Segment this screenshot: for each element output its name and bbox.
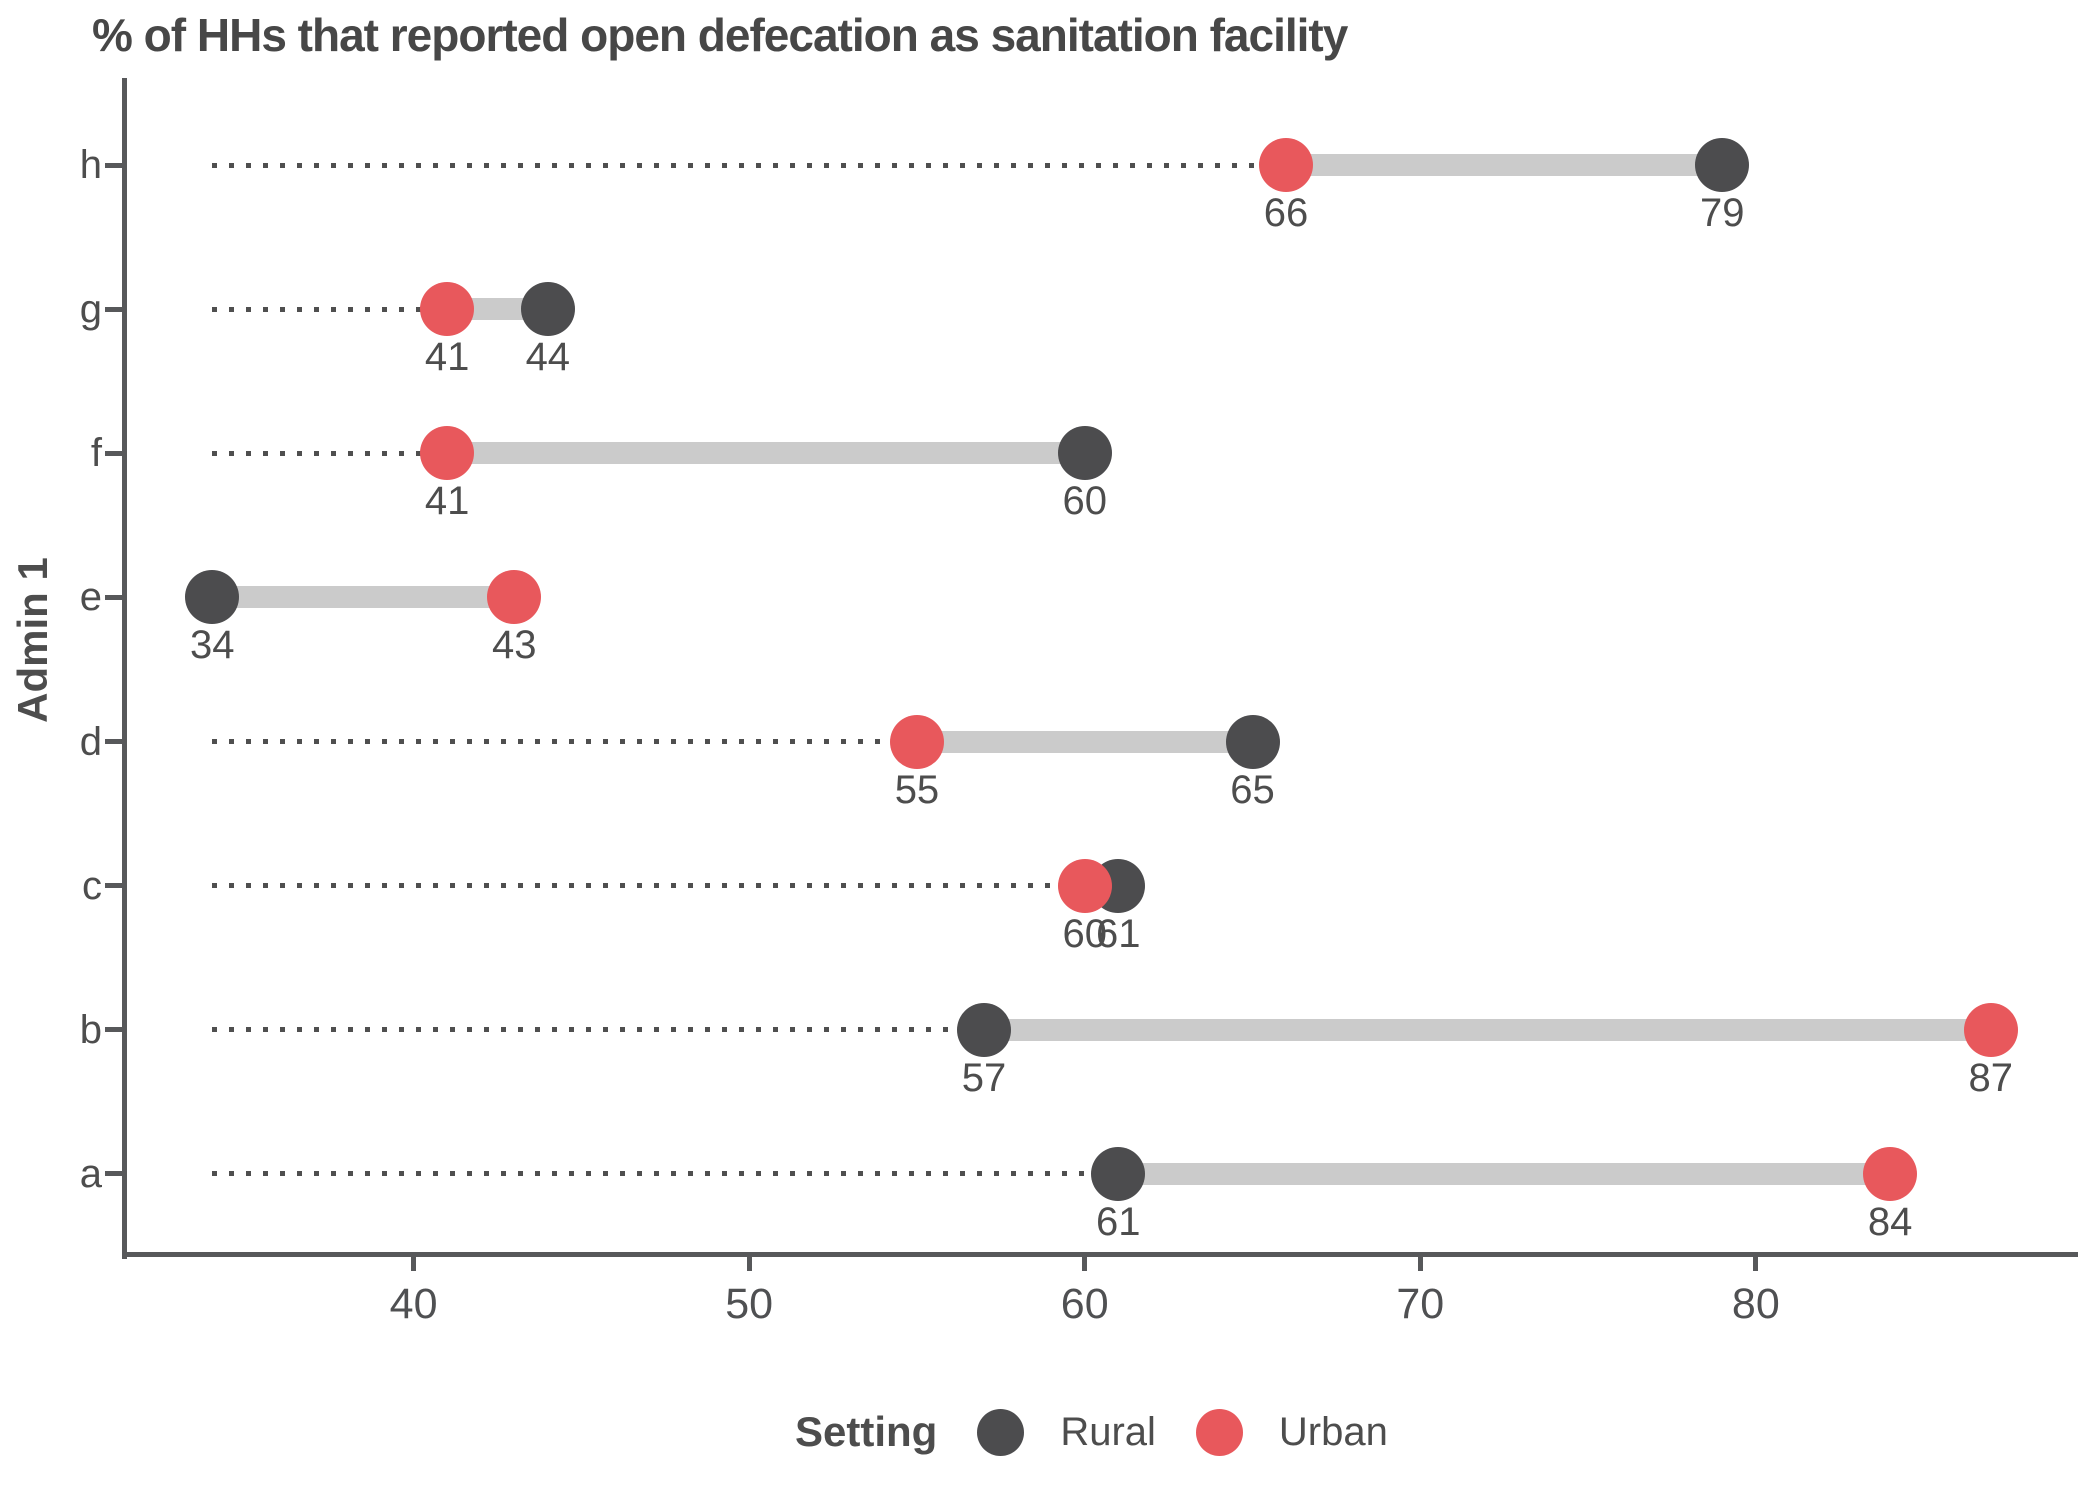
dumbbell-connector xyxy=(984,1018,1991,1041)
x-tick-label: 40 xyxy=(389,1280,438,1328)
category-label: c xyxy=(82,863,102,908)
value-label: 41 xyxy=(424,479,470,524)
urban-dot xyxy=(1057,858,1112,913)
urban-dot xyxy=(1863,1146,1918,1201)
value-label: 55 xyxy=(894,767,940,812)
rural-dot xyxy=(1091,1146,1146,1201)
urban-dot xyxy=(487,570,542,625)
urban-dot xyxy=(420,426,475,481)
x-tick xyxy=(1753,1257,1759,1271)
value-label: 43 xyxy=(492,623,537,668)
value-label: 41 xyxy=(424,335,470,380)
y-tick xyxy=(105,450,122,456)
legend-swatch-rural-icon xyxy=(977,1408,1025,1456)
legend-label-rural: Rural xyxy=(1060,1409,1156,1454)
x-tick-label: 70 xyxy=(1396,1280,1445,1328)
urban-dot xyxy=(420,282,475,337)
leader-dotted-line xyxy=(212,450,448,456)
y-axis-line xyxy=(122,78,127,1259)
value-label: 84 xyxy=(1867,1199,1913,1244)
y-tick xyxy=(105,162,122,168)
legend-title: Setting xyxy=(795,1408,938,1455)
rural-dot xyxy=(1695,138,1750,192)
x-tick xyxy=(1417,1257,1423,1271)
legend-item-urban: Urban xyxy=(1195,1408,1388,1456)
x-axis-line xyxy=(122,1252,2078,1257)
x-tick-label: 80 xyxy=(1731,1280,1780,1328)
x-tick-label: 50 xyxy=(725,1280,774,1328)
urban-dot xyxy=(889,714,944,769)
x-tick xyxy=(746,1257,752,1271)
y-tick xyxy=(105,1027,122,1033)
value-label: 57 xyxy=(961,1055,1007,1100)
x-tick-label: 60 xyxy=(1060,1280,1109,1328)
y-tick xyxy=(105,1171,122,1177)
value-label: 61 xyxy=(1096,1199,1141,1244)
value-label: 87 xyxy=(1968,1055,2014,1100)
legend-item-rural: Rural xyxy=(977,1408,1156,1456)
rural-dot xyxy=(185,570,240,625)
dumbbell-connector xyxy=(447,442,1085,465)
legend: Setting Rural Urban xyxy=(795,1400,1388,1464)
category-label: h xyxy=(79,143,102,187)
dumbbell-connector xyxy=(916,730,1253,753)
value-label: 44 xyxy=(525,335,571,380)
rural-dot xyxy=(520,282,575,337)
urban-dot xyxy=(1259,138,1314,192)
category-label: f xyxy=(90,431,102,476)
value-label: 60 xyxy=(1062,911,1107,956)
category-label: a xyxy=(79,1151,102,1196)
y-tick xyxy=(105,306,122,312)
rural-dot xyxy=(1057,426,1112,481)
category-label: e xyxy=(79,575,102,620)
category-label: g xyxy=(79,287,102,332)
category-label: b xyxy=(79,1007,102,1052)
leader-dotted-line xyxy=(212,1171,1119,1177)
chart-title: % of HHs that reported open defecation a… xyxy=(92,9,1348,61)
leader-dotted-line xyxy=(212,162,1287,168)
leader-dotted-line xyxy=(212,1027,985,1033)
value-label: 65 xyxy=(1230,767,1275,812)
legend-label-urban: Urban xyxy=(1278,1409,1388,1454)
urban-dot xyxy=(1963,1002,2018,1057)
category-label: d xyxy=(79,719,102,764)
legend-swatch-urban-icon xyxy=(1195,1408,1243,1456)
leader-dotted-line xyxy=(212,306,448,312)
value-label: 66 xyxy=(1263,191,1309,235)
y-tick xyxy=(105,594,122,600)
value-label: 79 xyxy=(1700,191,1745,235)
y-tick xyxy=(105,883,122,889)
y-tick xyxy=(105,739,122,745)
dumbbell-connector xyxy=(1286,154,1723,176)
rural-dot xyxy=(1225,714,1280,769)
x-tick xyxy=(411,1257,417,1271)
dumbbell-connector xyxy=(1118,1162,1891,1185)
value-label: 34 xyxy=(189,623,235,668)
leader-dotted-line xyxy=(212,883,1085,889)
value-label: 60 xyxy=(1062,479,1107,524)
value-label: 61 xyxy=(1096,911,1141,956)
rural-dot xyxy=(957,1002,1012,1057)
x-tick xyxy=(1082,1257,1088,1271)
dumbbell-connector xyxy=(212,586,515,609)
leader-dotted-line xyxy=(212,739,917,745)
